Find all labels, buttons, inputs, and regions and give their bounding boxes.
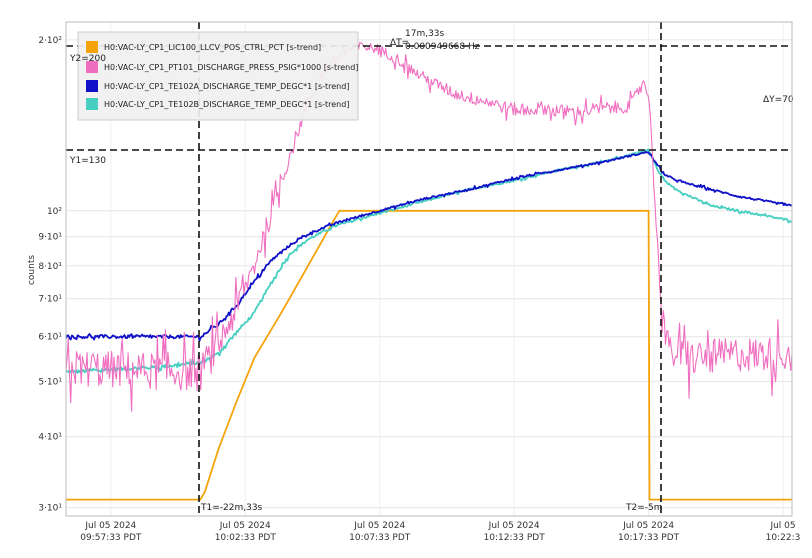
x-tick-time: 10:22:3 — [766, 533, 801, 543]
y-tick-labels: 3·10¹ 4·10¹ 5·10¹ 6·10¹ 7·10¹ 8·10¹ 9·10¹ 10² 2·… — [38, 36, 62, 514]
series-lines — [65, 41, 793, 501]
y-tick-label: 10² — [47, 207, 62, 217]
x-tick-time: 10:07:33 PDT — [349, 533, 411, 543]
x-tick-time: 10:12:33 PDT — [484, 533, 546, 543]
y-axis-label: counts — [27, 255, 37, 285]
legend-swatch-0 — [86, 41, 98, 53]
y1-label: Y1=130 — [69, 156, 106, 166]
legend-label-3: H0:VAC-LY_CP1_TE102B_DISCHARGE_TEMP_DEGC… — [104, 100, 349, 109]
x-tick-date: Jul 05 — [769, 521, 795, 531]
series-line-2 — [65, 150, 793, 342]
x-tick-date: Jul 05 2024 — [84, 521, 136, 531]
x-tick-labels: Jul 05 2024 09:57:33 PDT Jul 05 2024 10:02:… — [80, 521, 800, 543]
legend-swatch-3 — [86, 98, 98, 110]
series-line-0 — [66, 209, 792, 501]
delta-t-label: ΔT= — [390, 38, 409, 48]
legend-box — [77, 31, 359, 121]
x-tick-time: 10:02:33 PDT — [215, 533, 277, 543]
t1-label: T1=-22m,33s — [200, 503, 263, 513]
y-tick-label: 7·10¹ — [38, 295, 62, 305]
legend-label-0: H0:VAC-LY_CP1_LIC100_LLCV_POS_CTRL_PCT [… — [104, 43, 321, 52]
x-tick-time: 09:57:33 PDT — [80, 533, 142, 543]
y-tick-label: 4·10¹ — [38, 433, 62, 443]
delta-t-value: 17m,33s — [405, 29, 445, 39]
y2-label: Y2=200 — [69, 54, 106, 64]
x-tick-date: Jul 05 2024 — [488, 521, 540, 531]
y-tick-label: 2·10² — [38, 36, 62, 46]
legend-label-1: H0:VAC-LY_CP1_PT101_DISCHARGE_PRESS_PSIG… — [104, 63, 358, 72]
series-line-1 — [65, 41, 793, 412]
legend-swatch-1 — [86, 61, 98, 73]
y-tick-label: 5·10¹ — [38, 378, 62, 388]
legend: H0:VAC-LY_CP1_LIC100_LLCV_POS_CTRL_PCT [… — [77, 31, 359, 121]
legend-swatch-2 — [86, 80, 98, 92]
legend-label-2: H0:VAC-LY_CP1_TE102A_DISCHARGE_TEMP_DEGC… — [104, 82, 349, 91]
y-tick-label: 3·10¹ — [38, 504, 62, 514]
y-tick-label: 6·10¹ — [38, 333, 62, 343]
y-tick-label: 8·10¹ — [38, 262, 62, 272]
cursor-annotations: Y2=200 Y1=130 T1=-22m,33s T2=-5m ΔT= 17m… — [69, 29, 794, 513]
delta-t-frequency: 0.000949668 Hz — [405, 42, 480, 52]
plot-frame — [65, 21, 793, 517]
x-tick-time: 10:17:33 PDT — [618, 533, 680, 543]
delta-y-label: ΔY=70 — [763, 95, 794, 105]
x-tick-date: Jul 05 2024 — [219, 521, 271, 531]
x-tick-date: Jul 05 2024 — [622, 521, 674, 531]
y-tick-label: 9·10¹ — [38, 233, 62, 243]
t2-label: T2=-5m — [625, 503, 663, 513]
x-tick-date: Jul 05 2024 — [353, 521, 405, 531]
